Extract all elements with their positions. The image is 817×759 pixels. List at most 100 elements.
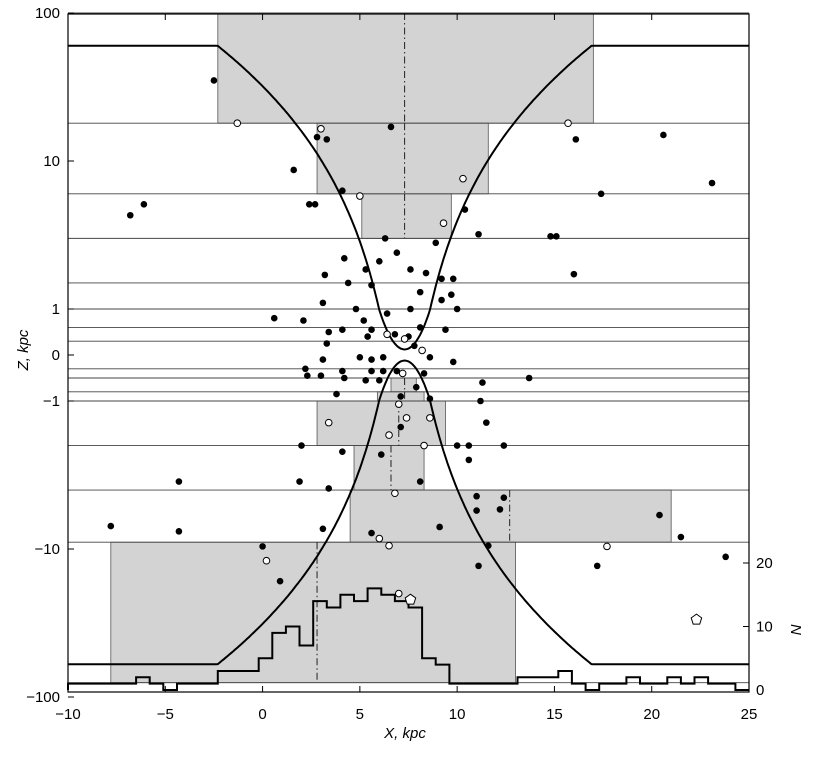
histogram-steps — [67, 587, 749, 691]
filled-point — [319, 356, 327, 363]
x-tick-label: 25 — [741, 706, 758, 723]
filled-point — [660, 131, 667, 139]
open-point — [400, 335, 409, 343]
filled-point — [323, 136, 331, 143]
filled-point — [722, 553, 729, 561]
filled-point — [344, 279, 352, 287]
open-point — [262, 556, 271, 565]
filled-point — [360, 317, 368, 324]
filled-point — [479, 379, 486, 386]
filled-point — [323, 340, 331, 347]
filled-point — [290, 166, 298, 174]
filled-point — [449, 275, 457, 283]
open-point — [233, 119, 242, 128]
open-point — [402, 414, 411, 422]
open-point — [426, 414, 434, 422]
filled-point — [387, 123, 395, 131]
gray-band — [316, 400, 446, 446]
y-tick-label: 0 — [52, 347, 60, 364]
open-point — [383, 330, 391, 339]
scatter-points — [107, 77, 729, 625]
filled-point — [319, 299, 327, 307]
gray-band-group — [110, 12, 672, 684]
filled-point — [325, 485, 333, 492]
filled-point — [368, 529, 375, 537]
filled-point — [362, 377, 369, 384]
x-tick-label: −5 — [157, 706, 174, 723]
filled-point — [656, 511, 663, 519]
filled-point — [305, 200, 313, 208]
filled-point — [175, 528, 183, 535]
filled-point — [319, 525, 327, 533]
filled-point — [364, 333, 371, 340]
filled-point — [416, 324, 424, 331]
open-point — [394, 589, 403, 598]
x-axis: −10 −5 0 5 10 15 20 25 — [55, 14, 757, 723]
open-point — [324, 418, 333, 427]
filled-point — [339, 448, 346, 455]
x-tick-label: 0 — [258, 706, 266, 723]
filled-point — [379, 354, 387, 361]
filled-point — [175, 478, 183, 485]
filled-point — [475, 230, 482, 238]
filled-point — [453, 305, 461, 313]
band-center-lines — [316, 13, 511, 683]
open-point — [317, 125, 325, 133]
gray-band — [217, 12, 594, 124]
x-tick-label: 20 — [643, 706, 660, 723]
open-point — [385, 541, 393, 550]
filled-point — [416, 478, 424, 485]
gray-band — [361, 193, 452, 239]
filled-point — [376, 258, 383, 265]
x-tick-label: 5 — [356, 706, 364, 723]
y-tick-label: 10 — [43, 153, 60, 170]
filled-point — [708, 179, 716, 187]
filled-point — [298, 442, 305, 449]
n-axis: 20 10 0 — [743, 555, 773, 699]
filled-point — [426, 354, 434, 361]
filled-point — [547, 232, 554, 240]
open-point — [439, 219, 448, 227]
filled-point — [500, 442, 508, 449]
filled-point — [597, 190, 605, 198]
filled-point — [397, 393, 405, 400]
y-tick-label: 100 — [35, 5, 60, 22]
band-boundary-lines — [68, 12, 749, 684]
filled-point — [393, 249, 401, 257]
filled-point — [461, 206, 469, 213]
y-tick-label: −100 — [26, 689, 60, 706]
filled-point — [325, 328, 333, 336]
x-tick-label: 10 — [449, 706, 466, 723]
filled-point — [377, 451, 385, 458]
filled-point — [321, 271, 329, 279]
filled-point — [107, 522, 115, 530]
filled-point — [484, 542, 492, 550]
filled-point — [302, 365, 309, 373]
filled-point — [436, 523, 443, 531]
x-tick-label: −10 — [55, 706, 80, 723]
filled-point — [473, 507, 480, 514]
pentagon-point — [404, 593, 417, 605]
filled-point — [381, 235, 389, 242]
filled-point — [391, 331, 399, 338]
filled-point — [304, 372, 311, 380]
filled-point — [339, 367, 346, 375]
x-tick-label: 15 — [546, 706, 563, 723]
filled-point — [422, 269, 430, 277]
filled-point — [379, 367, 387, 375]
filled-point — [448, 291, 455, 298]
filled-point — [270, 314, 278, 322]
filled-point — [340, 255, 348, 262]
open-point — [391, 489, 399, 498]
filled-point — [259, 543, 266, 550]
open-point — [385, 431, 393, 439]
filled-point — [313, 133, 321, 141]
open-point — [459, 174, 467, 183]
open-point — [375, 534, 384, 543]
filled-point — [475, 562, 482, 570]
y-tick-label: −10 — [35, 541, 60, 558]
filled-point — [483, 419, 490, 426]
filled-point — [333, 390, 340, 398]
